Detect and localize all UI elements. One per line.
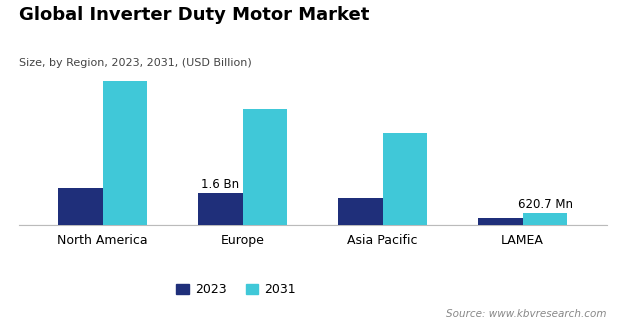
- Text: 620.7 Mn: 620.7 Mn: [517, 198, 573, 211]
- Text: Source: www.kbvresearch.com: Source: www.kbvresearch.com: [446, 309, 607, 319]
- Bar: [383, 133, 427, 225]
- Legend: 2023, 2031: 2023, 2031: [171, 278, 301, 301]
- Bar: [338, 198, 383, 225]
- Text: Size, by Region, 2023, 2031, (USD Billion): Size, by Region, 2023, 2031, (USD Billio…: [19, 58, 251, 68]
- Text: 1.6 Bn: 1.6 Bn: [201, 178, 240, 191]
- Bar: [522, 213, 568, 225]
- Bar: [58, 188, 103, 225]
- Bar: [243, 109, 287, 225]
- Bar: [478, 218, 522, 225]
- Bar: [198, 193, 243, 225]
- Bar: [103, 34, 147, 225]
- Text: Global Inverter Duty Motor Market: Global Inverter Duty Motor Market: [19, 6, 369, 24]
